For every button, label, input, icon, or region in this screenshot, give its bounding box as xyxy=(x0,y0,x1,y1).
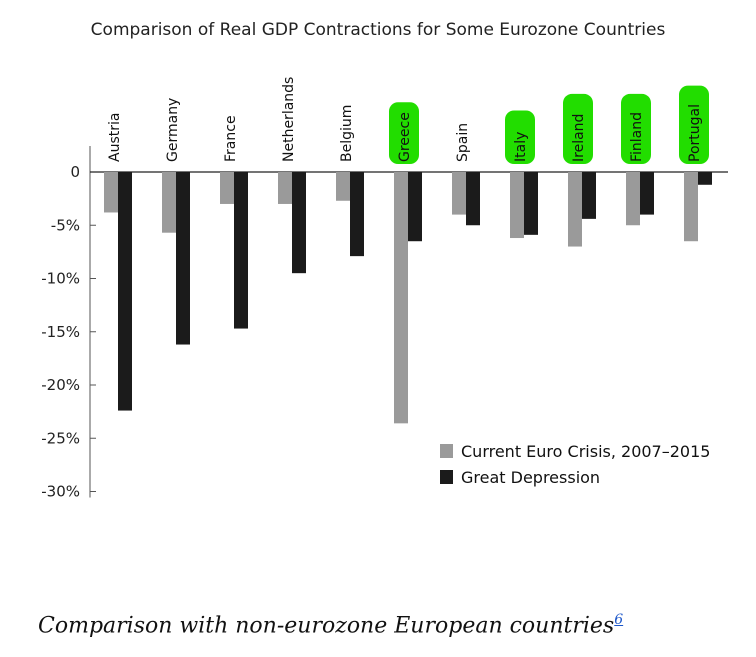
y-tick-label: -20% xyxy=(41,376,80,394)
bar-great-depression xyxy=(582,172,596,219)
bar-great-depression xyxy=(524,172,538,235)
x-tick-label: Greece xyxy=(397,112,413,162)
bar-current-crisis xyxy=(452,172,466,215)
x-tick-label: Belgium xyxy=(339,105,355,162)
legend: Current Euro Crisis, 2007–2015 Great Depr… xyxy=(440,442,710,487)
highlight-mark xyxy=(563,93,593,164)
x-tick-labels: Austria Germany France Netherlands Belgium Gr… xyxy=(107,77,703,162)
bar-great-depression xyxy=(292,172,306,274)
bar-current-crisis xyxy=(510,172,524,239)
legend-label: Great Depression xyxy=(461,468,600,487)
bar-current-crisis xyxy=(104,172,118,213)
bar-current-crisis xyxy=(394,172,408,424)
highlight-mark xyxy=(389,102,419,164)
y-tick-label: 0 xyxy=(70,163,80,181)
bar-great-depression xyxy=(350,172,364,257)
y-tick-label: -30% xyxy=(41,483,80,501)
bar-great-depression xyxy=(408,172,422,242)
y-tick-label: -25% xyxy=(41,429,80,447)
bar-great-depression xyxy=(118,172,132,411)
bar-great-depression xyxy=(640,172,654,215)
caption-text: Comparison with non-eurozone European co… xyxy=(38,613,615,639)
x-tick-label: Portugal xyxy=(687,104,703,162)
section-caption: Comparison with non-eurozone European co… xyxy=(38,612,623,638)
highlight-layer xyxy=(389,85,709,164)
x-tick-label: Spain xyxy=(455,123,471,162)
y-tick-label: -15% xyxy=(41,323,80,341)
bar-current-crisis xyxy=(162,172,176,233)
bar-current-crisis xyxy=(336,172,350,201)
bar-great-depression xyxy=(466,172,480,226)
legend-label: Current Euro Crisis, 2007–2015 xyxy=(461,442,710,461)
bars xyxy=(104,172,712,424)
bar-current-crisis xyxy=(626,172,640,226)
bar-current-crisis xyxy=(278,172,292,204)
y-tick-label: -5% xyxy=(51,216,80,234)
highlight-mark xyxy=(679,85,709,164)
x-tick-label: Italy xyxy=(513,132,529,162)
chart-title: Comparison of Real GDP Contractions for … xyxy=(90,20,666,40)
x-tick-label: France xyxy=(223,115,239,162)
x-tick-label: Germany xyxy=(165,98,181,162)
y-tick-label: -10% xyxy=(41,270,80,288)
x-tick-label: Finland xyxy=(629,112,645,162)
bar-current-crisis xyxy=(220,172,234,204)
highlight-mark xyxy=(621,93,651,164)
bar-great-depression xyxy=(176,172,190,345)
legend-swatch xyxy=(440,444,453,458)
legend-swatch xyxy=(440,470,453,484)
bar-current-crisis xyxy=(568,172,582,247)
bar-great-depression xyxy=(698,172,712,185)
bar-great-depression xyxy=(234,172,248,329)
x-tick-label: Ireland xyxy=(571,114,587,162)
y-ticks: 0 -5% -10% -15% -20% -25% -30% xyxy=(41,163,96,501)
highlight-mark xyxy=(505,110,535,164)
footnote-link[interactable]: 6 xyxy=(614,612,624,628)
x-tick-label: Netherlands xyxy=(281,77,297,162)
bar-current-crisis xyxy=(684,172,698,242)
x-tick-label: Austria xyxy=(107,113,123,162)
